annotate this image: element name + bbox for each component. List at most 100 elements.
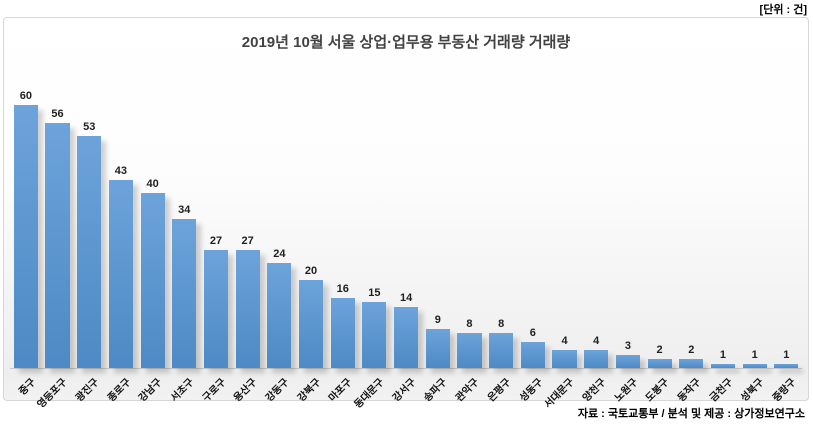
bar-value-label: 2: [656, 344, 663, 356]
bar-value-label: 16: [336, 283, 349, 295]
bar-column: 43: [105, 18, 137, 368]
bar-value-label: 4: [561, 335, 568, 347]
category-label-cell: 강서구: [390, 370, 422, 405]
bar-column: 4: [549, 18, 581, 368]
category-label: 금천구: [707, 376, 735, 405]
bar-column: 15: [359, 18, 391, 368]
bar-value-label: 27: [209, 235, 223, 247]
category-label-cell: 서초구: [168, 370, 200, 405]
category-label-cell: 강북구: [295, 370, 327, 405]
category-label-cell: 용산구: [232, 370, 264, 405]
bar-value-label: 6: [529, 327, 536, 339]
bar: [13, 105, 38, 368]
bar-column: 6: [517, 18, 549, 368]
category-label-cell: 양천구: [580, 370, 612, 405]
bar-column: 27: [232, 18, 264, 368]
bar: [298, 280, 324, 368]
category-label: 종로구: [105, 376, 133, 405]
bar: [710, 364, 735, 368]
category-label-cell: 도봉구: [644, 370, 676, 405]
bar-column: 8: [454, 18, 486, 368]
bar-value-label: 27: [241, 235, 254, 247]
bar-value-label: 9: [434, 314, 441, 326]
bar: [584, 350, 609, 368]
bar: [108, 180, 133, 368]
category-label: 도봉구: [644, 376, 672, 405]
category-label: 강북구: [295, 376, 323, 405]
bar: [679, 359, 704, 368]
bar-column: 16: [327, 18, 359, 368]
bar-value-label: 43: [114, 165, 128, 177]
category-label: 서초구: [168, 376, 197, 405]
bar: [615, 355, 640, 368]
bar-value-label: 40: [146, 178, 159, 190]
bar: [774, 364, 799, 368]
category-label: 용산구: [232, 376, 260, 405]
category-label-cell: 광진구: [73, 370, 105, 404]
bar: [489, 333, 514, 368]
category-label: 양천구: [580, 376, 609, 405]
bar-column: 9: [422, 18, 454, 368]
category-label: 강남구: [137, 376, 165, 405]
category-label: 관악구: [454, 376, 482, 405]
bar: [742, 364, 767, 368]
bar: [235, 250, 260, 368]
bar: [552, 350, 577, 368]
bar-value-label: 8: [498, 318, 505, 330]
bar-value-label: 1: [719, 349, 727, 361]
category-label: 동작구: [675, 376, 704, 405]
bar: [267, 263, 292, 368]
bar: [203, 250, 228, 368]
bar-value-label: 15: [368, 287, 381, 299]
bar-column: 1: [739, 18, 771, 368]
source-label: 자료 : 국토교통부 / 분석 및 제공 : 상가정보연구소: [577, 408, 805, 420]
bar-value-label: 60: [19, 90, 32, 102]
bar-value-label: 3: [624, 340, 631, 352]
bar-value-label: 34: [178, 204, 191, 216]
bar-column: 1: [707, 18, 739, 368]
category-label-cell: 구로구: [200, 370, 232, 405]
bar-column: 14: [390, 18, 422, 368]
category-label-cell: 영등포구: [36, 370, 74, 411]
bar-column: 40: [137, 18, 169, 368]
bar-value-label: 20: [304, 265, 318, 277]
bar: [140, 193, 165, 368]
bar: [457, 333, 482, 368]
bar: [647, 359, 672, 368]
bar-column: 3: [612, 18, 644, 368]
category-label: 중랑구: [770, 376, 799, 405]
bar-value-label: 56: [51, 108, 64, 120]
category-label: 구로구: [200, 376, 228, 405]
bar-value-label: 14: [399, 292, 413, 304]
bar-column: 8: [485, 18, 517, 368]
category-label: 중구: [16, 376, 38, 398]
bar-column: 24: [264, 18, 296, 368]
bar-column: 27: [200, 18, 232, 368]
bar-value-label: 4: [593, 335, 600, 347]
category-label: 강서구: [390, 376, 418, 405]
bar-value-label: 24: [273, 248, 286, 260]
chart-title: 2019년 10월 서울 상업·업무용 부동산 거래량 거래량: [241, 34, 571, 51]
category-label: 송파구: [422, 376, 450, 405]
category-label-cell: 동대문구: [352, 370, 391, 411]
category-label-cell: 강남구: [137, 370, 169, 405]
bar: [425, 329, 450, 368]
bar-value-label: 2: [688, 344, 695, 356]
chart-frame: 2019년 10월 서울 상업·업무용 부동산 거래량 거래량 60 56 53 43…: [3, 17, 809, 411]
bar-column: 56: [42, 18, 74, 368]
category-label: 강동구: [263, 376, 292, 405]
category-labels-row: 중구 영등포구 광진구 종로구 강남구 서초구 구로구 용산구 강동구 강북구 마포구 동대문구 강서구…: [10, 370, 802, 411]
unit-label: [단위 : 건]: [759, 4, 807, 16]
bar-column: 4: [580, 18, 612, 368]
bar: [520, 342, 545, 368]
bar: [394, 307, 419, 368]
category-label-cell: 강동구: [263, 370, 296, 405]
category-label-cell: 서대문구: [543, 370, 581, 411]
bar-column: 2: [675, 18, 707, 368]
category-label-cell: 관악구: [454, 370, 486, 405]
bars-row: 60 56 53 43 40 34 27 27 24 20 16 15 14 9 8 8 6 4 4 3 2 2 1 1 1: [10, 18, 802, 369]
category-label-cell: 동작구: [675, 370, 707, 405]
category-label: 은평구: [485, 376, 514, 405]
category-label: 성북구: [739, 376, 767, 405]
